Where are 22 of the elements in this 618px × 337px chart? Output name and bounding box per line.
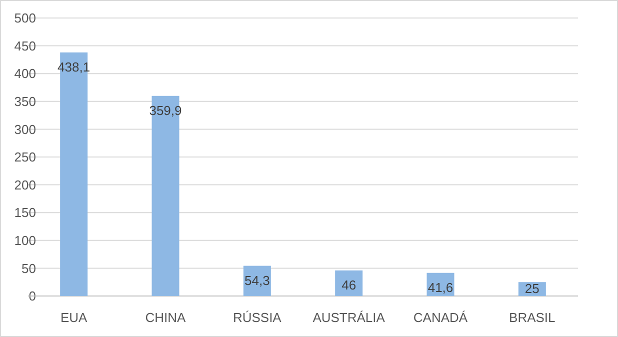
data-label: 25 (524, 281, 540, 296)
y-tick-label: 500 (14, 10, 36, 26)
x-tick-label: RÚSSIA (232, 310, 282, 325)
y-tick-label: 350 (14, 94, 36, 109)
y-tick-label: 200 (14, 177, 36, 192)
bar (152, 96, 180, 296)
x-tick-label: CHINA (145, 310, 186, 325)
y-tick-label: 150 (14, 205, 36, 220)
data-label: 41,6 (428, 280, 454, 295)
x-tick-label: EUA (60, 310, 88, 325)
data-label: 46 (342, 277, 356, 292)
y-tick-label: 50 (22, 260, 36, 276)
x-tick-label: AUSTRÁLIA (312, 310, 386, 325)
x-tick-label: BRASIL (509, 310, 556, 325)
y-tick-label: 100 (14, 232, 36, 248)
y-tick-label: 400 (14, 66, 36, 82)
y-tick-label: 450 (14, 38, 36, 54)
y-tick-label: 300 (14, 122, 36, 137)
data-label: 54,3 (244, 272, 270, 288)
y-tick-label: 250 (14, 150, 36, 165)
x-tick-label: CANADÁ (413, 310, 468, 325)
bar (335, 270, 363, 296)
